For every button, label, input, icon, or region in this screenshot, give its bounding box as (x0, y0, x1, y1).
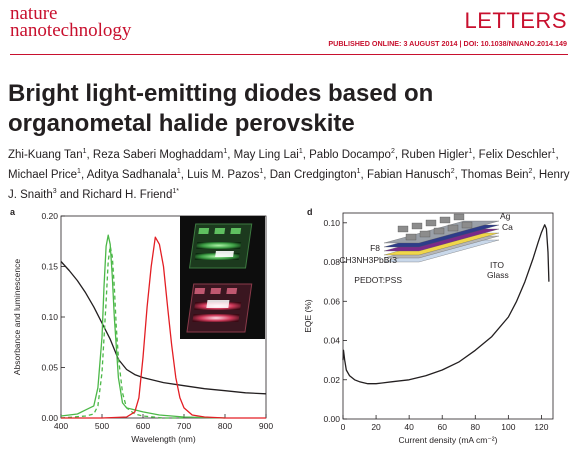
author-affiliation: 1 (298, 148, 303, 156)
y-tick-label: 0.08 (323, 257, 340, 267)
chart-panel-a: 400 500 600 700 800 900 0.00 0.05 0.10 0.15 0.20 Wa… (12, 211, 273, 444)
electrode-pad (453, 213, 465, 221)
x-tick-label: 500 (95, 421, 109, 431)
x-tick-label: 120 (534, 422, 548, 432)
layer-label: Ca (502, 222, 513, 232)
layer-label: ITO (490, 260, 504, 270)
series-line-red-el (61, 236, 266, 419)
y-axis-label: EQE (%) (303, 299, 313, 333)
y-tick-label: 0.02 (323, 375, 340, 385)
author-affiliation: 1 (551, 148, 556, 156)
y-tick-label: 0.06 (323, 296, 340, 306)
series-line-eqe (342, 224, 550, 385)
author-name[interactable]: Thomas Bein (460, 169, 529, 181)
author-name[interactable]: Henry J. Snaith (8, 169, 570, 201)
x-tick-label: 80 (471, 422, 481, 432)
author-name[interactable]: Aditya Sadhanala (86, 169, 177, 181)
green-led-device (188, 223, 253, 269)
author-affiliation: 1 (223, 148, 228, 156)
x-tick-label: 0 (341, 422, 346, 432)
electrode-pad (411, 222, 423, 230)
journal-logo-line2: nanotechnology (10, 20, 132, 41)
electrode-pad (447, 224, 459, 232)
series-line-green-pl (60, 245, 184, 419)
author-affiliation: 1* (172, 188, 179, 196)
electrode-pad (419, 230, 431, 238)
layer-label: F8 (370, 243, 380, 253)
header-divider (10, 54, 568, 55)
author-name[interactable]: Reza Saberi Moghaddam (92, 149, 224, 161)
y-tick-label: 0.00 (323, 414, 340, 424)
x-axis-label: Current density (mA cm⁻²) (399, 435, 498, 445)
led-photo-graphic (186, 223, 253, 333)
y-tick-label: 0.10 (323, 218, 340, 228)
x-tick-label: 800 (218, 421, 232, 431)
author-name[interactable]: Michael Price (8, 169, 78, 181)
panel-label-d: d (307, 207, 313, 217)
x-tick-label: 40 (404, 422, 414, 432)
x-tick-label: 100 (501, 422, 515, 432)
electrode-pad (405, 233, 417, 241)
section-label: LETTERS (464, 8, 567, 33)
author-name[interactable]: Pablo Docampo (309, 149, 391, 161)
electrode-pad (425, 219, 437, 227)
panel-label-a: a (10, 207, 16, 217)
x-tick-label: 400 (54, 421, 68, 431)
y-tick-label: 0.15 (41, 262, 58, 272)
author-affiliation: 1 (176, 168, 181, 176)
layer-label: PEDOT:PSS (354, 275, 402, 285)
layer-label: Glass (487, 270, 509, 280)
author-affiliation: 2 (528, 168, 533, 176)
author-name[interactable]: Ruben Higler (401, 149, 469, 161)
series-line-green-el (60, 234, 226, 419)
journal-logo[interactable]: nature nanotechnology (10, 3, 180, 41)
y-tick-label: 0.20 (41, 211, 58, 221)
y-tick-label: 0.00 (41, 413, 58, 423)
x-tick-label: 700 (177, 421, 191, 431)
y-tick-label: 0.04 (323, 336, 340, 346)
y-tick-label: 0.05 (41, 363, 58, 373)
x-tick-label: 600 (136, 421, 150, 431)
electrode-pad (397, 225, 409, 233)
series-line-absorbance (60, 261, 267, 395)
author-affiliation: 1 (82, 148, 87, 156)
electrode-pad (461, 221, 473, 229)
author-affiliation: 2 (450, 168, 455, 176)
led-device-photo (180, 216, 265, 339)
x-tick-label: 60 (437, 422, 447, 432)
author-affiliation: 1 (356, 168, 361, 176)
author-affiliation: 1 (259, 168, 264, 176)
author-affiliation: 2 (390, 148, 395, 156)
y-tick-label: 0.10 (41, 312, 58, 322)
author-affiliation: 1 (77, 168, 81, 176)
red-led-device (186, 283, 253, 333)
author-join: and (56, 189, 83, 201)
electrode-pad (433, 227, 445, 235)
author-name[interactable]: Fabian Hanusch (366, 169, 451, 181)
x-axis-label: Wavelength (nm) (131, 434, 196, 444)
author-name[interactable]: Luis M. Pazos (187, 169, 260, 181)
author-affiliation: 3 (52, 188, 57, 196)
author-name[interactable]: Richard H. Friend (82, 189, 173, 201)
electrode-pad (439, 216, 451, 224)
author-name[interactable]: May Ling Lai (233, 149, 299, 161)
paper-title: Bright light-emitting diodes based on or… (8, 80, 434, 137)
y-axis-label: Absorbance and luminescence (12, 259, 22, 376)
author-name[interactable]: Dan Credgington (269, 169, 357, 181)
author-affiliation: 1 (468, 148, 473, 156)
author-list: Zhi-Kuang Tan1, Reza Saberi Moghaddam1, … (8, 148, 570, 201)
x-tick-label: 900 (259, 421, 273, 431)
journal-logo-line1: nature (10, 3, 58, 24)
layer-label: Ag (500, 211, 511, 221)
layer-label: CH3NH3PbBr3 (339, 255, 397, 265)
x-tick-label: 20 (371, 422, 381, 432)
author-name[interactable]: Zhi-Kuang Tan (8, 149, 83, 161)
publication-info[interactable]: PUBLISHED ONLINE: 3 AUGUST 2014 | DOI: 1… (328, 39, 567, 48)
author-name[interactable]: Felix Deschler (478, 149, 552, 161)
plot-frame (342, 212, 554, 420)
